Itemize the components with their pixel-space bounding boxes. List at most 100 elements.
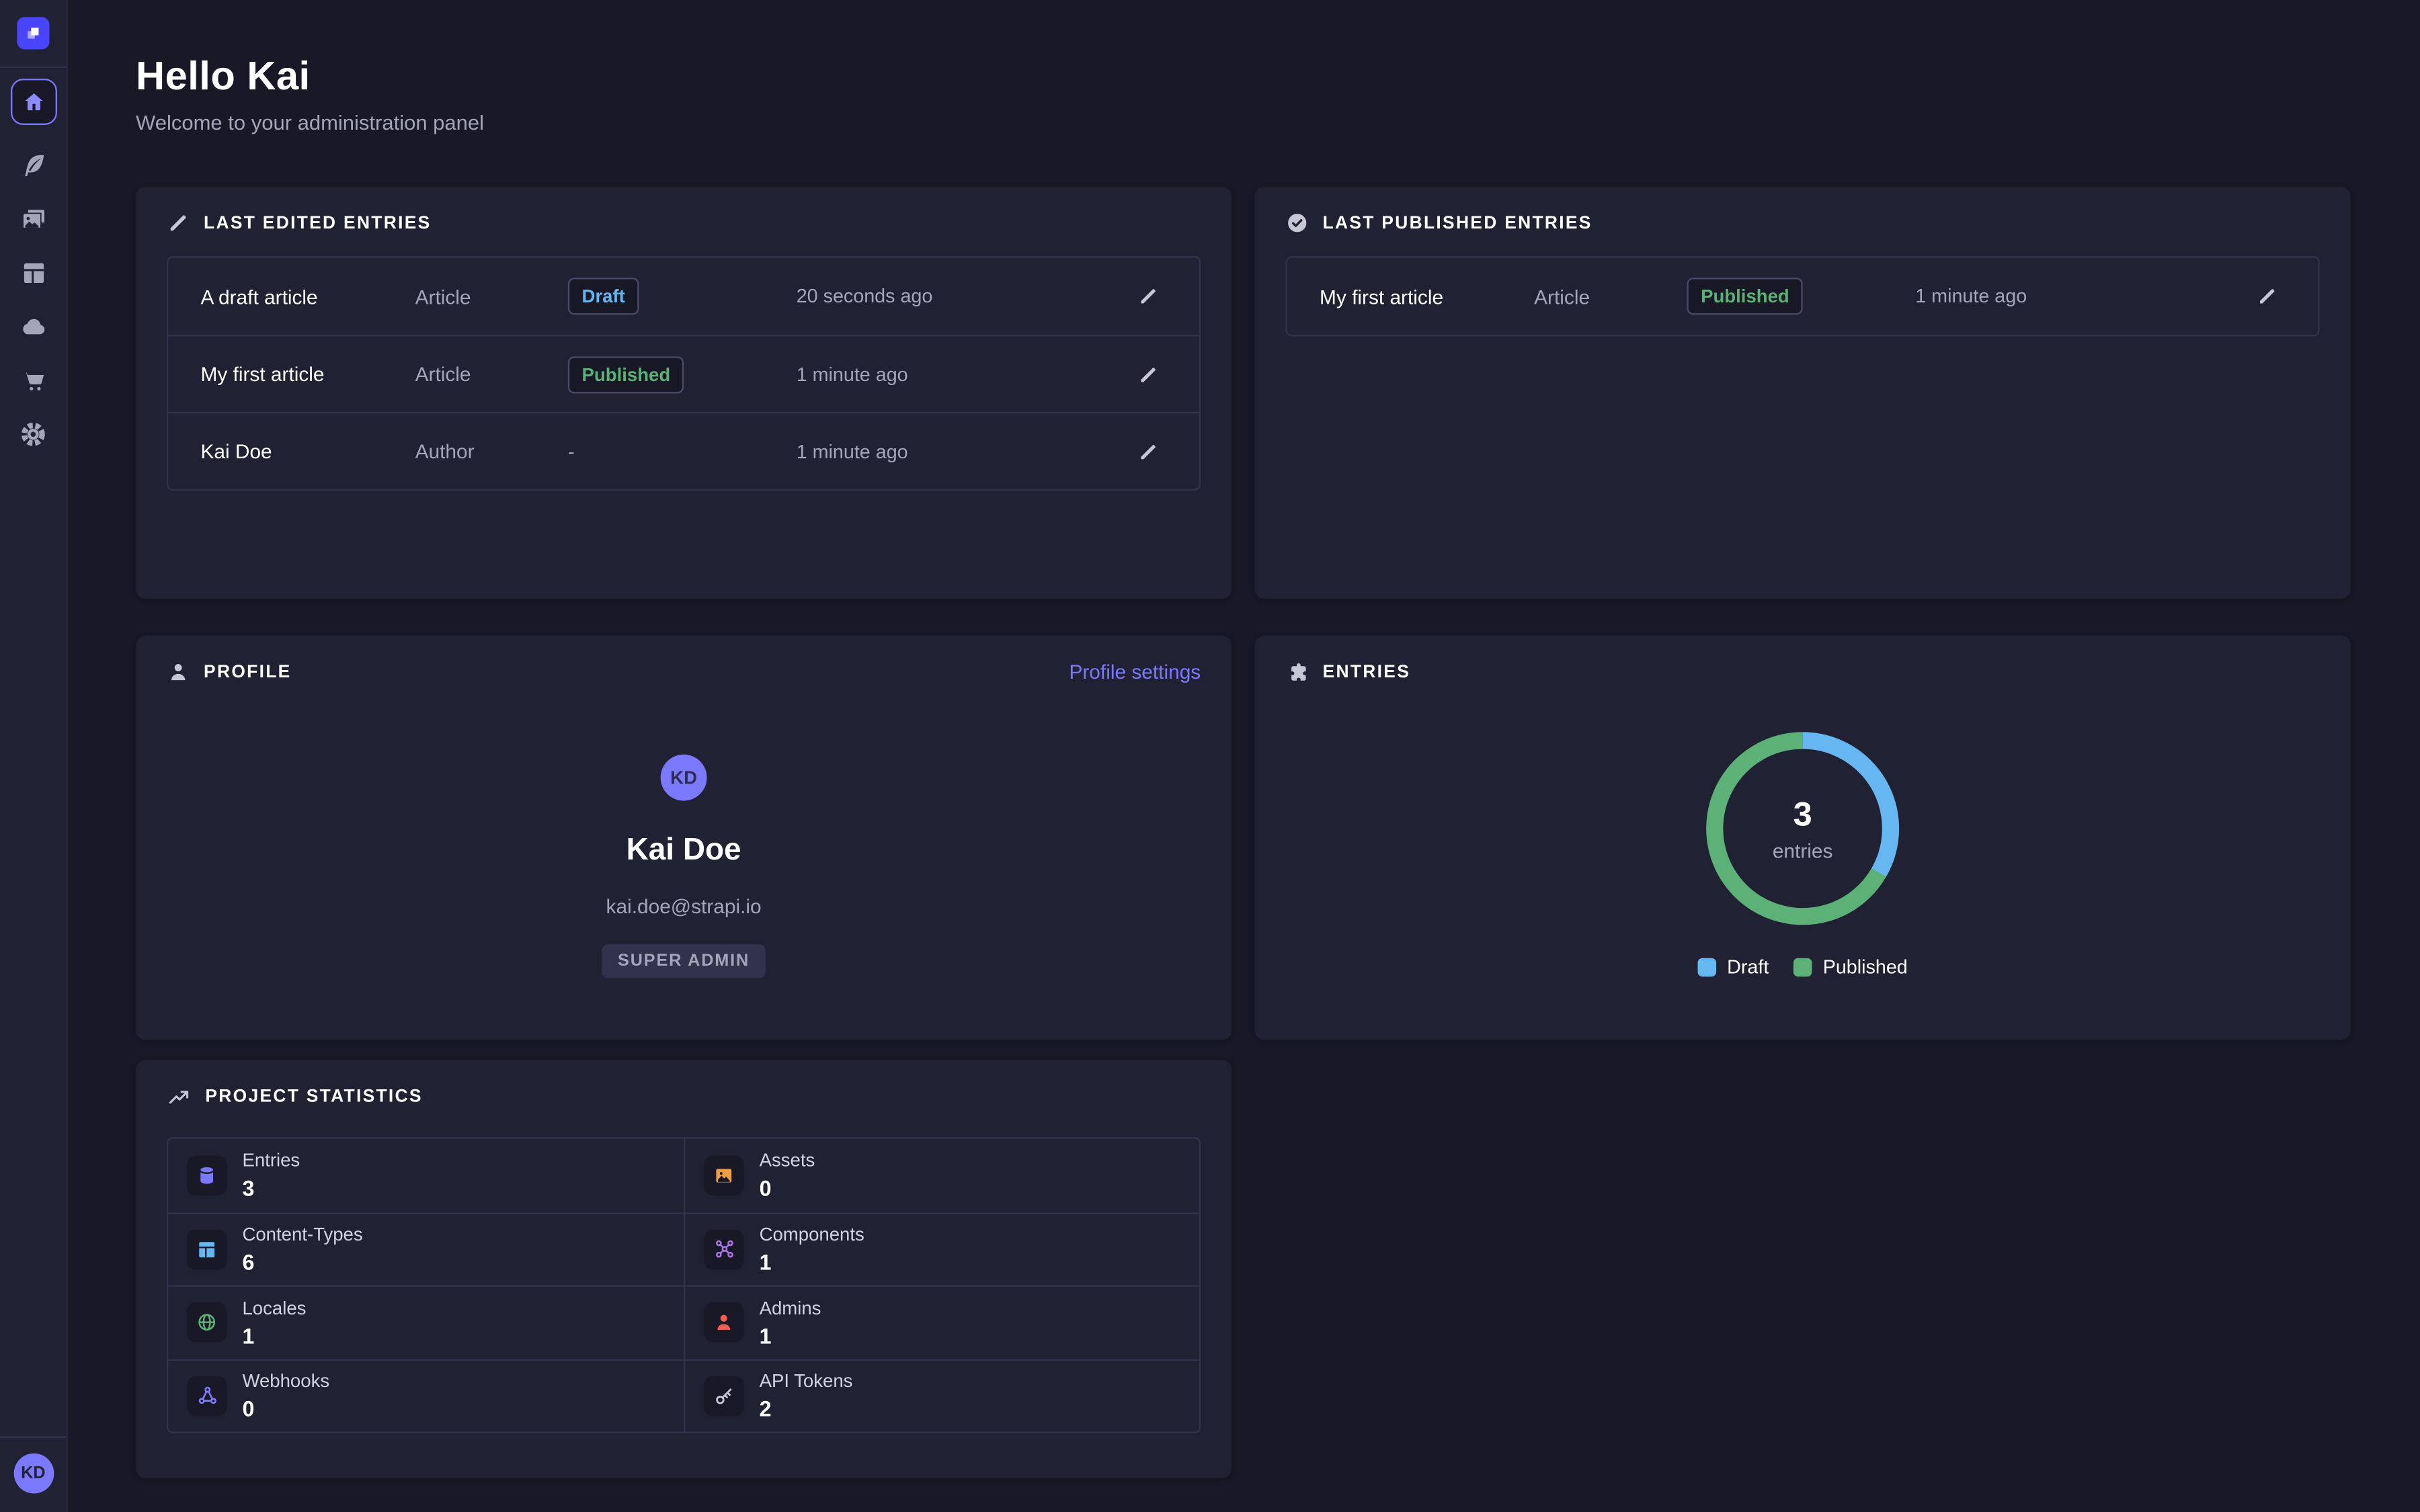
chart-legend: Draft Published	[1698, 956, 1908, 978]
entry-type: Article	[415, 285, 568, 308]
card-title: ENTRIES	[1323, 663, 1411, 681]
legend-swatch-published	[1793, 958, 1812, 977]
last-edited-table: A draft article Article Draft 20 seconds…	[167, 256, 1201, 491]
entry-time: 1 minute ago	[797, 440, 1113, 462]
right-column: LAST PUBLISHED ENTRIES My first article …	[1255, 187, 2351, 1478]
sidebar-item-content-type-builder[interactable]	[10, 257, 56, 287]
project-statistics-card: PROJECT STATISTICS Entries	[136, 1060, 1232, 1478]
last-edited-entries-card: LAST EDITED ENTRIES A draft article Arti…	[136, 187, 1232, 599]
card-title: LAST PUBLISHED ENTRIES	[1323, 214, 1592, 233]
table-row: My first article Article Published 1 min…	[1287, 257, 2318, 335]
key-icon	[704, 1376, 744, 1416]
stat-label: Locales	[242, 1297, 306, 1318]
edit-entry-button[interactable]	[2257, 286, 2278, 307]
entry-name: My first article	[200, 363, 415, 386]
donut-total-label: entries	[1773, 839, 1833, 862]
stat-value: 3	[242, 1176, 300, 1201]
sidebar-item-marketplace[interactable]	[10, 366, 56, 395]
page-subtitle: Welcome to your administration panel	[136, 111, 2351, 134]
edit-entry-button[interactable]	[1137, 440, 1159, 462]
status-badge: Published	[568, 355, 684, 392]
globe-icon	[187, 1302, 227, 1343]
table-row: A draft article Article Draft 20 seconds…	[168, 257, 1199, 335]
status-badge: Published	[1687, 278, 1803, 314]
layout-icon	[19, 259, 47, 286]
stat-admins: Admins 1	[684, 1285, 1199, 1358]
profile-card: PROFILE Profile settings KD Kai Doe kai.…	[136, 636, 1232, 1040]
profile-email: kai.doe@strapi.io	[606, 895, 762, 918]
database-icon	[187, 1155, 227, 1195]
nodes-icon	[704, 1229, 744, 1269]
page-title: Hello Kai	[136, 52, 2351, 100]
donut-total-value: 3	[1793, 794, 1812, 835]
strapi-logo-icon[interactable]	[17, 17, 49, 49]
stat-locales: Locales 1	[168, 1285, 684, 1358]
cloud-icon	[19, 312, 48, 341]
profile-name: Kai Doe	[627, 833, 741, 869]
stat-label: Entries	[242, 1150, 300, 1171]
card-title: LAST EDITED ENTRIES	[204, 214, 432, 233]
legend-item-published: Published	[1793, 956, 1908, 978]
cart-icon	[19, 366, 47, 394]
stat-value: 1	[242, 1323, 306, 1348]
entry-name: My first article	[1320, 285, 1534, 308]
sidebar-item-media-library[interactable]	[10, 204, 56, 233]
stat-components: Components 1	[684, 1212, 1199, 1285]
stat-value: 2	[760, 1396, 853, 1421]
stat-entries: Entries 3	[168, 1138, 684, 1212]
table-row: Kai Doe Author - 1 minute ago	[168, 412, 1199, 489]
profile-avatar: KD	[661, 755, 707, 801]
check-circle-icon	[1285, 212, 1308, 235]
entry-type: Article	[1534, 285, 1687, 308]
puzzle-icon	[1285, 661, 1308, 683]
stat-label: Components	[760, 1224, 864, 1245]
entry-type: Author	[415, 439, 568, 462]
feather-icon	[19, 151, 47, 178]
entry-name: A draft article	[200, 285, 415, 308]
stat-value: 1	[760, 1250, 864, 1275]
stat-value: 6	[242, 1250, 362, 1275]
left-column: LAST EDITED ENTRIES A draft article Arti…	[136, 187, 1232, 1478]
edit-entry-button[interactable]	[1137, 286, 1159, 307]
legend-swatch-draft	[1698, 958, 1717, 977]
user-icon	[167, 661, 190, 683]
entries-donut-chart: 3 entries Draft Published	[1285, 720, 2319, 978]
stat-webhooks: Webhooks 0	[168, 1359, 684, 1432]
entry-time: 1 minute ago	[1915, 286, 2232, 307]
image-icon	[704, 1155, 744, 1195]
stat-label: Admins	[760, 1297, 821, 1318]
status-badge: Draft	[568, 278, 639, 314]
sidebar-nav	[0, 68, 67, 449]
sidebar-item-settings[interactable]	[10, 419, 56, 449]
card-title: PROJECT STATISTICS	[205, 1088, 422, 1107]
main-content: Hello Kai Welcome to your administration…	[68, 0, 2420, 1478]
legend-item-draft: Draft	[1698, 956, 1769, 978]
admin-dashboard: KD Hello Kai Welcome to your administrat…	[0, 0, 2420, 1512]
stat-value: 0	[242, 1396, 329, 1421]
entry-type: Article	[415, 363, 568, 386]
webhook-icon	[187, 1376, 227, 1416]
stat-value: 1	[760, 1323, 821, 1348]
stat-label: Webhooks	[242, 1370, 329, 1392]
card-title: PROFILE	[204, 663, 292, 681]
sidebar-item-content-manager[interactable]	[10, 150, 56, 179]
sidebar-item-home[interactable]	[10, 79, 56, 125]
profile-settings-link[interactable]: Profile settings	[1069, 661, 1201, 683]
gear-icon	[19, 419, 48, 449]
entry-time: 20 seconds ago	[797, 286, 1113, 307]
stat-label: Assets	[760, 1150, 815, 1171]
pictures-icon	[19, 204, 47, 232]
statistics-grid: Entries 3	[167, 1137, 1201, 1433]
trend-up-icon	[167, 1085, 192, 1109]
edit-entry-button[interactable]	[1137, 364, 1159, 385]
home-icon	[21, 89, 46, 114]
user-avatar[interactable]: KD	[13, 1454, 54, 1494]
entries-card: ENTRIES 3 entries	[1255, 636, 2351, 1040]
sidebar-footer: KD	[0, 1436, 67, 1511]
sidebar-item-deploy[interactable]	[10, 312, 56, 341]
stat-assets: Assets 0	[684, 1138, 1199, 1212]
table-row: My first article Article Published 1 min…	[168, 335, 1199, 412]
stat-api-tokens: API Tokens 2	[684, 1359, 1199, 1432]
last-published-table: My first article Article Published 1 min…	[1285, 256, 2319, 336]
pencil-icon	[167, 212, 190, 235]
